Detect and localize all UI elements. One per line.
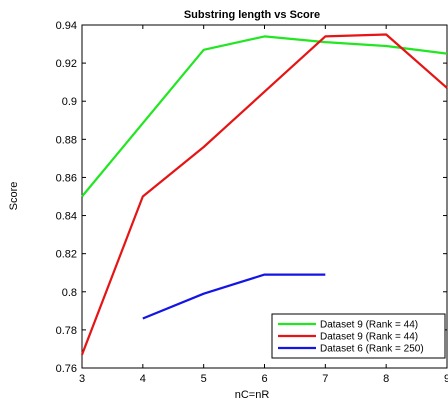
legend-label-0: Dataset 9 (Rank = 44) <box>320 320 418 331</box>
y-tick-label: 0.84 <box>56 211 77 223</box>
x-tick-label: 8 <box>383 373 389 385</box>
y-axis-title: Score <box>8 182 20 211</box>
x-tick-label: 5 <box>201 373 207 385</box>
series-line-0 <box>81 35 448 198</box>
x-tick-label: 3 <box>79 373 85 385</box>
legend-label-2: Dataset 6 (Rank = 250) <box>320 344 424 355</box>
y-tick-label: 0.94 <box>56 20 77 32</box>
legend: Dataset 9 (Rank = 44)Dataset 9 (Rank = 4… <box>271 313 446 359</box>
x-tick-label: 9 <box>444 373 448 385</box>
series-line-1 <box>80 33 448 356</box>
x-axis-title: nC=nR <box>235 389 270 401</box>
x-tick-label: 7 <box>322 373 328 385</box>
legend-label-1: Dataset 9 (Rank = 44) <box>320 332 418 343</box>
x-tick-label: 6 <box>261 373 267 385</box>
y-tick-label: 0.8 <box>62 287 77 299</box>
y-tick-label: 0.9 <box>62 96 77 108</box>
x-tick-label: 4 <box>140 373 146 385</box>
chart-title: Substring length vs Score <box>184 9 320 21</box>
ticks-layer: 3 4 5 6 7 8 9 0.76 0.78 0.8 0.82 0.84 0.86 0.88 0.9 0.9… <box>56 20 448 385</box>
series-line-2 <box>142 273 326 320</box>
y-tick-label: 0.82 <box>56 249 77 261</box>
y-tick-label: 0.86 <box>56 172 77 184</box>
y-tick-label: 0.92 <box>56 58 77 70</box>
y-tick-label: 0.88 <box>56 134 77 146</box>
y-tick-label: 0.78 <box>56 325 77 337</box>
series-layer <box>80 33 448 356</box>
y-tick-label: 0.76 <box>56 363 77 375</box>
